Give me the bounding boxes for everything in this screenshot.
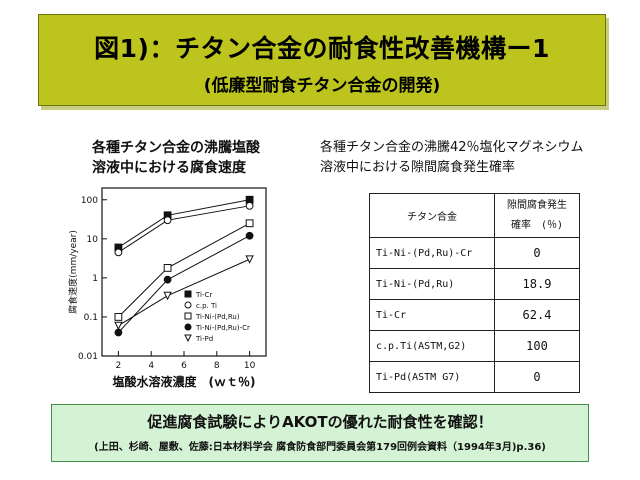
cell-value: 100 xyxy=(494,330,580,362)
table-row: Ti-Ni-(Pd,Ru)-Cr 0 xyxy=(369,237,580,269)
y-tick-label: 0.01 xyxy=(78,352,98,362)
data-point xyxy=(245,255,254,264)
data-point xyxy=(163,216,172,225)
legend-marker xyxy=(184,334,192,343)
data-point xyxy=(163,264,172,272)
cell-alloy: Ti-Cr xyxy=(369,299,495,331)
data-point xyxy=(245,219,254,228)
series-line xyxy=(118,205,250,253)
series-line xyxy=(118,222,250,318)
header-probability: 隙間腐食発生 確率 (％) xyxy=(494,193,580,238)
conclusion-box: 促進腐食試験によりAKOTの優れた耐食性を確認！ (上田、杉崎、屋敷、佐藤:日本… xyxy=(51,404,589,462)
left-caption-line1: 各種チタン合金の沸騰塩酸 xyxy=(92,140,260,156)
cell-alloy: c.p.Ti(ASTM,G2) xyxy=(369,330,495,362)
cell-value: 0 xyxy=(494,361,580,393)
cell-alloy: Ti-Ni-(Pd,Ru) xyxy=(369,268,495,300)
data-point xyxy=(245,231,254,240)
page-subtitle: (低廉型耐食チタン合金の開発) xyxy=(203,76,441,96)
right-table-caption: 各種チタン合金の沸騰42％塩化マグネシウム 溶液中における隙間腐食発生確率 xyxy=(320,138,584,178)
data-point xyxy=(114,313,123,321)
data-point xyxy=(163,275,172,284)
corrosion-rate-chart: 0.01 0.1 1 10 100 2 4 6 8 10 塩酸水溶液濃度 (ｗｔ％) 腐食速度(mm/… xyxy=(67,187,267,389)
table-row: Ti-Pd(ASTM G7) 0 xyxy=(369,361,580,393)
left-caption-line2: 溶液中における腐食速度 xyxy=(92,160,246,176)
data-point xyxy=(163,291,172,301)
header-prob-line1: 隙間腐食発生 xyxy=(507,199,567,211)
legend-marker xyxy=(184,301,192,309)
cell-value: 0 xyxy=(494,237,580,269)
data-point xyxy=(114,321,123,331)
conclusion-text: 促進腐食試験によりAKOTの優れた耐食性を確認！ xyxy=(147,413,493,431)
legend-label: Ti-Cr xyxy=(195,291,212,299)
right-caption-line1: 各種チタン合金の沸騰42％塩化マグネシウム xyxy=(320,140,584,155)
header-alloy: チタン合金 xyxy=(369,193,495,238)
legend-label: Ti-Ni-(Pd,Ru) xyxy=(195,313,240,321)
y-tick-label: 100 xyxy=(81,196,98,206)
y-axis-label: 腐食速度(mm/year) xyxy=(67,230,79,314)
legend-label: c.p. Ti xyxy=(196,302,217,310)
right-caption-line2: 溶液中における隙間腐食発生確率 xyxy=(320,160,516,175)
y-tick-label: 0.1 xyxy=(84,313,98,323)
data-point xyxy=(114,248,123,257)
x-tick-label: 8 xyxy=(214,361,220,371)
cell-value: 18.9 xyxy=(494,268,580,300)
series-line xyxy=(118,199,250,248)
table-header-row: チタン合金 隙間腐食発生 確率 (％) xyxy=(369,193,580,238)
table-row: Ti-Cr 62.4 xyxy=(369,299,580,331)
x-axis-label: 塩酸水溶液濃度 (ｗｔ％) xyxy=(113,374,256,389)
data-point xyxy=(245,201,254,210)
table-row: Ti-Ni-(Pd,Ru) 18.9 xyxy=(369,268,580,300)
x-tick-label: 10 xyxy=(244,361,256,371)
legend-marker xyxy=(184,312,192,320)
title-banner: 図1)：チタン合金の耐食性改善機構ー1 (低廉型耐食チタン合金の開発) xyxy=(38,14,606,106)
left-chart-caption: 各種チタン合金の沸騰塩酸 溶液中における腐食速度 xyxy=(92,138,260,178)
x-tick-label: 4 xyxy=(148,361,154,371)
cell-alloy: Ti-Pd(ASTM G7) xyxy=(369,361,495,393)
cell-value: 62.4 xyxy=(494,299,580,331)
legend-marker xyxy=(184,323,192,331)
header-prob-line2: 確率 (％) xyxy=(510,219,564,231)
page-title: 図1)：チタン合金の耐食性改善機構ー1 xyxy=(94,34,550,63)
x-tick-label: 6 xyxy=(181,361,187,371)
y-tick-label: 1 xyxy=(92,274,98,284)
legend-label: Ti-Ni-(Pd,Ru)-Cr xyxy=(195,324,250,332)
crevice-corrosion-table: チタン合金 隙間腐食発生 確率 (％) Ti-Ni-(Pd,Ru)-Cr 0 T… xyxy=(369,193,580,393)
cell-alloy: Ti-Ni-(Pd,Ru)-Cr xyxy=(369,237,495,269)
legend-marker xyxy=(184,290,192,298)
legend-label: Ti-Pd xyxy=(195,335,213,343)
table-row: c.p.Ti(ASTM,G2) 100 xyxy=(369,330,580,362)
x-tick-label: 2 xyxy=(116,361,122,371)
y-tick-label: 10 xyxy=(87,235,99,245)
reference-citation: (上田、杉崎、屋敷、佐藤:日本材料学会 腐食防食部門委員会第179回例会資料（1… xyxy=(94,442,546,453)
